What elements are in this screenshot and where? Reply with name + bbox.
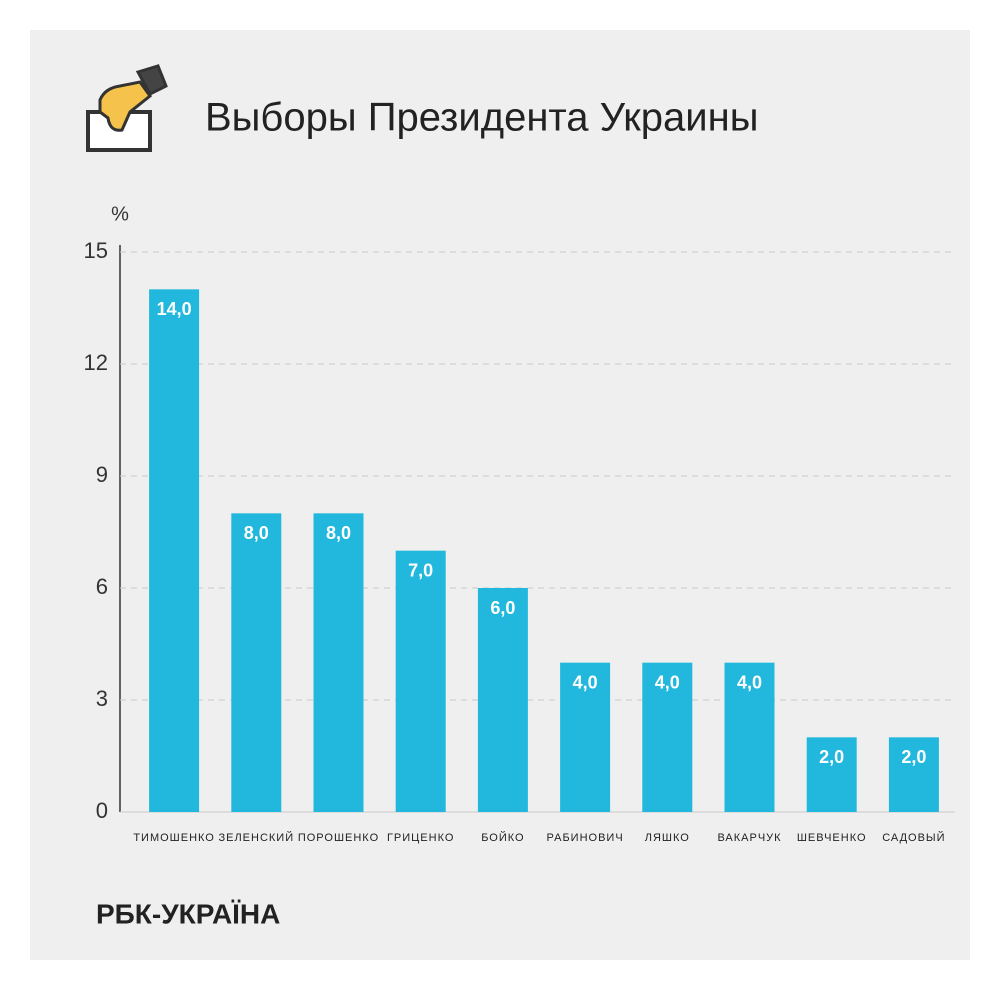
x-tick-label: ЗЕЛЕНСКИЙ (218, 831, 294, 844)
y-tick-label: 9 (96, 462, 108, 487)
bar (395, 550, 446, 812)
chart-title: Выборы Президента Украины (205, 96, 758, 140)
x-tick-label: ЛЯШКО (645, 832, 690, 844)
x-tick-label: САДОВЫЙ (882, 831, 945, 844)
x-tick-label: ГРИЦЕНКО (387, 832, 454, 844)
x-tick-label: ШЕВЧЕНКО (797, 832, 867, 844)
y-tick-label: 0 (96, 798, 108, 823)
value-label: 4,0 (737, 672, 762, 692)
value-label: 2,0 (901, 747, 926, 767)
ballot-icon (86, 64, 168, 152)
value-label: 8,0 (244, 523, 269, 543)
value-label: 4,0 (573, 672, 598, 692)
value-label: 7,0 (408, 560, 433, 580)
bar (642, 662, 693, 812)
y-axis-label: % (111, 203, 129, 225)
bar (560, 662, 611, 812)
value-label: 2,0 (819, 747, 844, 767)
bar (149, 289, 200, 812)
y-tick-label: 6 (96, 574, 108, 599)
value-label: 14,0 (157, 299, 192, 319)
y-tick-label: 3 (96, 686, 108, 711)
y-tick-label: 15 (84, 238, 108, 263)
bar (231, 513, 282, 812)
value-label: 8,0 (326, 523, 351, 543)
bar (477, 588, 528, 812)
x-tick-label: РАБИНОВИЧ (547, 832, 624, 844)
bar (724, 662, 775, 812)
bar (806, 737, 857, 812)
x-tick-label: ВАКАРЧУК (717, 832, 781, 844)
x-tick-label: БОЙКО (481, 831, 524, 844)
x-tick-label: ТИМОШЕНКО (133, 832, 215, 844)
y-tick-label: 12 (84, 350, 108, 375)
bar (888, 737, 939, 812)
value-label: 6,0 (490, 598, 515, 618)
source-logo: РБК-УКРАЇНА (96, 898, 280, 929)
bar (313, 513, 364, 812)
x-tick-label: ПОРОШЕНКО (298, 832, 379, 844)
value-label: 4,0 (655, 672, 680, 692)
